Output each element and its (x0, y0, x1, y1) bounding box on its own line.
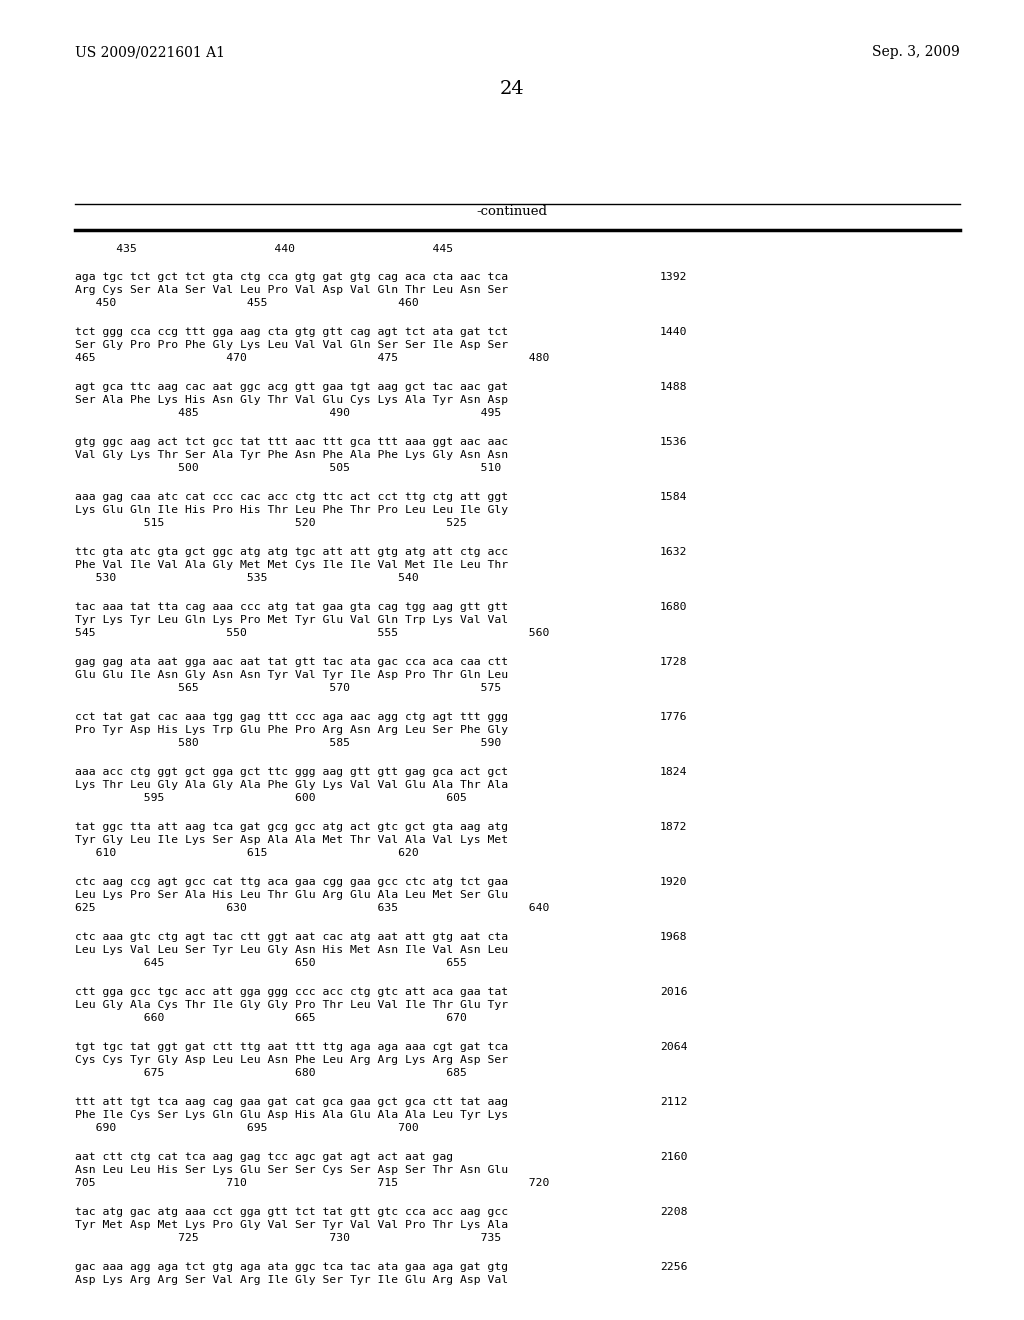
Text: 530                   535                   540: 530 535 540 (75, 573, 419, 583)
Text: Leu Gly Ala Cys Thr Ile Gly Gly Pro Thr Leu Val Ile Thr Glu Tyr: Leu Gly Ala Cys Thr Ile Gly Gly Pro Thr … (75, 1001, 508, 1010)
Text: 1968: 1968 (660, 932, 687, 942)
Text: 2208: 2208 (660, 1206, 687, 1217)
Text: tat ggc tta att aag tca gat gcg gcc atg act gtc gct gta aag atg: tat ggc tta att aag tca gat gcg gcc atg … (75, 822, 508, 832)
Text: ttc gta atc gta gct ggc atg atg tgc att att gtg atg att ctg acc: ttc gta atc gta gct ggc atg atg tgc att … (75, 546, 508, 557)
Text: Tyr Met Asp Met Lys Pro Gly Val Ser Tyr Val Val Pro Thr Lys Ala: Tyr Met Asp Met Lys Pro Gly Val Ser Tyr … (75, 1220, 508, 1230)
Text: aaa gag caa atc cat ccc cac acc ctg ttc act cct ttg ctg att ggt: aaa gag caa atc cat ccc cac acc ctg ttc … (75, 492, 508, 502)
Text: ttt att tgt tca aag cag gaa gat cat gca gaa gct gca ctt tat aag: ttt att tgt tca aag cag gaa gat cat gca … (75, 1097, 508, 1107)
Text: Asp Lys Arg Arg Ser Val Arg Ile Gly Ser Tyr Ile Glu Arg Asp Val: Asp Lys Arg Arg Ser Val Arg Ile Gly Ser … (75, 1275, 508, 1284)
Text: -continued: -continued (476, 205, 548, 218)
Text: agt gca ttc aag cac aat ggc acg gtt gaa tgt aag gct tac aac gat: agt gca ttc aag cac aat ggc acg gtt gaa … (75, 381, 508, 392)
Text: Leu Lys Val Leu Ser Tyr Leu Gly Asn His Met Asn Ile Val Asn Leu: Leu Lys Val Leu Ser Tyr Leu Gly Asn His … (75, 945, 508, 954)
Text: 1872: 1872 (660, 822, 687, 832)
Text: 725                   730                   735: 725 730 735 (75, 1233, 502, 1243)
Text: 24: 24 (500, 81, 524, 98)
Text: 485                   490                   495: 485 490 495 (75, 408, 502, 418)
Text: aaa acc ctg ggt gct gga gct ttc ggg aag gtt gtt gag gca act gct: aaa acc ctg ggt gct gga gct ttc ggg aag … (75, 767, 508, 777)
Text: 465                   470                   475                   480: 465 470 475 480 (75, 352, 549, 363)
Text: Lys Thr Leu Gly Ala Gly Ala Phe Gly Lys Val Val Glu Ala Thr Ala: Lys Thr Leu Gly Ala Gly Ala Phe Gly Lys … (75, 780, 508, 789)
Text: 1440: 1440 (660, 327, 687, 337)
Text: tac aaa tat tta cag aaa ccc atg tat gaa gta cag tgg aag gtt gtt: tac aaa tat tta cag aaa ccc atg tat gaa … (75, 602, 508, 612)
Text: 1776: 1776 (660, 711, 687, 722)
Text: Glu Glu Ile Asn Gly Asn Asn Tyr Val Tyr Ile Asp Pro Thr Gln Leu: Glu Glu Ile Asn Gly Asn Asn Tyr Val Tyr … (75, 671, 508, 680)
Text: 1824: 1824 (660, 767, 687, 777)
Text: cct tat gat cac aaa tgg gag ttt ccc aga aac agg ctg agt ttt ggg: cct tat gat cac aaa tgg gag ttt ccc aga … (75, 711, 508, 722)
Text: Leu Lys Pro Ser Ala His Leu Thr Glu Arg Glu Ala Leu Met Ser Glu: Leu Lys Pro Ser Ala His Leu Thr Glu Arg … (75, 890, 508, 900)
Text: 1392: 1392 (660, 272, 687, 282)
Text: Sep. 3, 2009: Sep. 3, 2009 (872, 45, 961, 59)
Text: 500                   505                   510: 500 505 510 (75, 463, 502, 473)
Text: 1680: 1680 (660, 602, 687, 612)
Text: tgt tgc tat ggt gat ctt ttg aat ttt ttg aga aga aaa cgt gat tca: tgt tgc tat ggt gat ctt ttg aat ttt ttg … (75, 1041, 508, 1052)
Text: 450                   455                   460: 450 455 460 (75, 298, 419, 308)
Text: 625                   630                   635                   640: 625 630 635 640 (75, 903, 549, 913)
Text: Arg Cys Ser Ala Ser Val Leu Pro Val Asp Val Gln Thr Leu Asn Ser: Arg Cys Ser Ala Ser Val Leu Pro Val Asp … (75, 285, 508, 294)
Text: 1632: 1632 (660, 546, 687, 557)
Text: Pro Tyr Asp His Lys Trp Glu Phe Pro Arg Asn Arg Leu Ser Phe Gly: Pro Tyr Asp His Lys Trp Glu Phe Pro Arg … (75, 725, 508, 735)
Text: Val Gly Lys Thr Ser Ala Tyr Phe Asn Phe Ala Phe Lys Gly Asn Asn: Val Gly Lys Thr Ser Ala Tyr Phe Asn Phe … (75, 450, 508, 459)
Text: 675                   680                   685: 675 680 685 (75, 1068, 467, 1078)
Text: 435                    440                    445: 435 440 445 (75, 244, 454, 253)
Text: Cys Cys Tyr Gly Asp Leu Leu Asn Phe Leu Arg Arg Lys Arg Asp Ser: Cys Cys Tyr Gly Asp Leu Leu Asn Phe Leu … (75, 1055, 508, 1065)
Text: ctc aaa gtc ctg agt tac ctt ggt aat cac atg aat att gtg aat cta: ctc aaa gtc ctg agt tac ctt ggt aat cac … (75, 932, 508, 942)
Text: gag gag ata aat gga aac aat tat gtt tac ata gac cca aca caa ctt: gag gag ata aat gga aac aat tat gtt tac … (75, 657, 508, 667)
Text: Asn Leu Leu His Ser Lys Glu Ser Ser Cys Ser Asp Ser Thr Asn Glu: Asn Leu Leu His Ser Lys Glu Ser Ser Cys … (75, 1166, 508, 1175)
Text: tct ggg cca ccg ttt gga aag cta gtg gtt cag agt tct ata gat tct: tct ggg cca ccg ttt gga aag cta gtg gtt … (75, 327, 508, 337)
Text: aga tgc tct gct tct gta ctg cca gtg gat gtg cag aca cta aac tca: aga tgc tct gct tct gta ctg cca gtg gat … (75, 272, 508, 282)
Text: 2256: 2256 (660, 1262, 687, 1272)
Text: gtg ggc aag act tct gcc tat ttt aac ttt gca ttt aaa ggt aac aac: gtg ggc aag act tct gcc tat ttt aac ttt … (75, 437, 508, 447)
Text: 1920: 1920 (660, 876, 687, 887)
Text: 2016: 2016 (660, 987, 687, 997)
Text: tac atg gac atg aaa cct gga gtt tct tat gtt gtc cca acc aag gcc: tac atg gac atg aaa cct gga gtt tct tat … (75, 1206, 508, 1217)
Text: Tyr Lys Tyr Leu Gln Lys Pro Met Tyr Glu Val Gln Trp Lys Val Val: Tyr Lys Tyr Leu Gln Lys Pro Met Tyr Glu … (75, 615, 508, 624)
Text: 1728: 1728 (660, 657, 687, 667)
Text: 545                   550                   555                   560: 545 550 555 560 (75, 628, 549, 638)
Text: 1536: 1536 (660, 437, 687, 447)
Text: 610                   615                   620: 610 615 620 (75, 847, 419, 858)
Text: 690                   695                   700: 690 695 700 (75, 1123, 419, 1133)
Text: Tyr Gly Leu Ile Lys Ser Asp Ala Ala Met Thr Val Ala Val Lys Met: Tyr Gly Leu Ile Lys Ser Asp Ala Ala Met … (75, 836, 508, 845)
Text: 2160: 2160 (660, 1152, 687, 1162)
Text: 2064: 2064 (660, 1041, 687, 1052)
Text: 515                   520                   525: 515 520 525 (75, 517, 467, 528)
Text: 1488: 1488 (660, 381, 687, 392)
Text: 705                   710                   715                   720: 705 710 715 720 (75, 1177, 549, 1188)
Text: aat ctt ctg cat tca aag gag tcc agc gat agt act aat gag: aat ctt ctg cat tca aag gag tcc agc gat … (75, 1152, 454, 1162)
Text: 1584: 1584 (660, 492, 687, 502)
Text: Phe Val Ile Val Ala Gly Met Met Cys Ile Ile Val Met Ile Leu Thr: Phe Val Ile Val Ala Gly Met Met Cys Ile … (75, 560, 508, 570)
Text: US 2009/0221601 A1: US 2009/0221601 A1 (75, 45, 225, 59)
Text: 2112: 2112 (660, 1097, 687, 1107)
Text: ctc aag ccg agt gcc cat ttg aca gaa cgg gaa gcc ctc atg tct gaa: ctc aag ccg agt gcc cat ttg aca gaa cgg … (75, 876, 508, 887)
Text: 580                   585                   590: 580 585 590 (75, 738, 502, 748)
Text: ctt gga gcc tgc acc att gga ggg ccc acc ctg gtc att aca gaa tat: ctt gga gcc tgc acc att gga ggg ccc acc … (75, 987, 508, 997)
Text: gac aaa agg aga tct gtg aga ata ggc tca tac ata gaa aga gat gtg: gac aaa agg aga tct gtg aga ata ggc tca … (75, 1262, 508, 1272)
Text: 660                   665                   670: 660 665 670 (75, 1012, 467, 1023)
Text: Phe Ile Cys Ser Lys Gln Glu Asp His Ala Glu Ala Ala Leu Tyr Lys: Phe Ile Cys Ser Lys Gln Glu Asp His Ala … (75, 1110, 508, 1119)
Text: 595                   600                   605: 595 600 605 (75, 793, 467, 803)
Text: 565                   570                   575: 565 570 575 (75, 682, 502, 693)
Text: 645                   650                   655: 645 650 655 (75, 958, 467, 968)
Text: Lys Glu Gln Ile His Pro His Thr Leu Phe Thr Pro Leu Leu Ile Gly: Lys Glu Gln Ile His Pro His Thr Leu Phe … (75, 506, 508, 515)
Text: Ser Ala Phe Lys His Asn Gly Thr Val Glu Cys Lys Ala Tyr Asn Asp: Ser Ala Phe Lys His Asn Gly Thr Val Glu … (75, 395, 508, 405)
Text: Ser Gly Pro Pro Phe Gly Lys Leu Val Val Gln Ser Ser Ile Asp Ser: Ser Gly Pro Pro Phe Gly Lys Leu Val Val … (75, 341, 508, 350)
